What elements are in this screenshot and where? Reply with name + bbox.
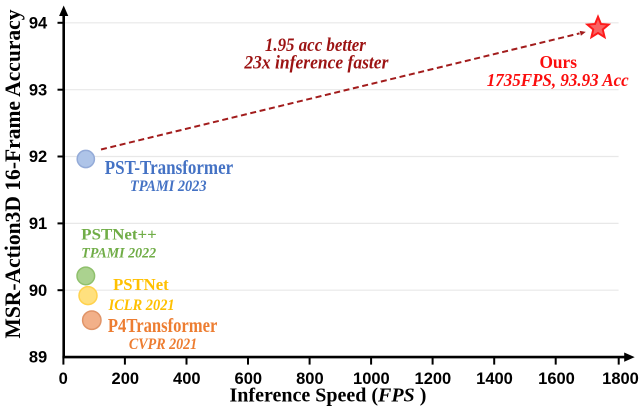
svg-text:ICLR 2021: ICLR 2021	[108, 297, 175, 314]
svg-text:P4Transformer: P4Transformer	[108, 315, 218, 337]
svg-text:94: 94	[29, 14, 48, 32]
svg-text:CVPR 2021: CVPR 2021	[129, 336, 197, 353]
svg-text:89: 89	[29, 349, 47, 367]
svg-text:Inference Speed (FPS ): Inference Speed (FPS )	[230, 385, 427, 407]
svg-text:PSTNet: PSTNet	[113, 275, 169, 294]
svg-text:800: 800	[296, 370, 324, 388]
svg-text:1000: 1000	[353, 370, 390, 388]
svg-text:1735FPS, 93.93 Acc: 1735FPS, 93.93 Acc	[487, 70, 629, 90]
svg-text:1600: 1600	[538, 370, 575, 388]
svg-text:600: 600	[235, 370, 263, 388]
svg-text:90: 90	[29, 282, 47, 300]
svg-text:1800: 1800	[602, 370, 639, 388]
svg-text:TPAMI 2022: TPAMI 2022	[81, 245, 156, 261]
svg-text:PST-Transformer: PST-Transformer	[105, 158, 234, 179]
svg-text:1.95 acc better: 1.95 acc better	[265, 36, 367, 56]
svg-text:PSTNet++: PSTNet++	[81, 226, 156, 243]
svg-text:92: 92	[29, 148, 47, 166]
svg-text:0: 0	[59, 370, 68, 388]
svg-text:Ours: Ours	[539, 52, 577, 72]
svg-text:1400: 1400	[476, 370, 513, 388]
svg-text:TPAMI 2023: TPAMI 2023	[130, 178, 207, 195]
svg-text:93: 93	[29, 81, 47, 99]
svg-text:MSR-Action3D 16-Frame Accuracy: MSR-Action3D 16-Frame Accuracy	[0, 9, 25, 339]
svg-text:400: 400	[173, 370, 201, 388]
svg-text:23x inference faster: 23x inference faster	[243, 54, 389, 74]
svg-text:200: 200	[112, 370, 140, 388]
svg-text:1200: 1200	[415, 370, 452, 388]
svg-text:91: 91	[29, 215, 47, 233]
